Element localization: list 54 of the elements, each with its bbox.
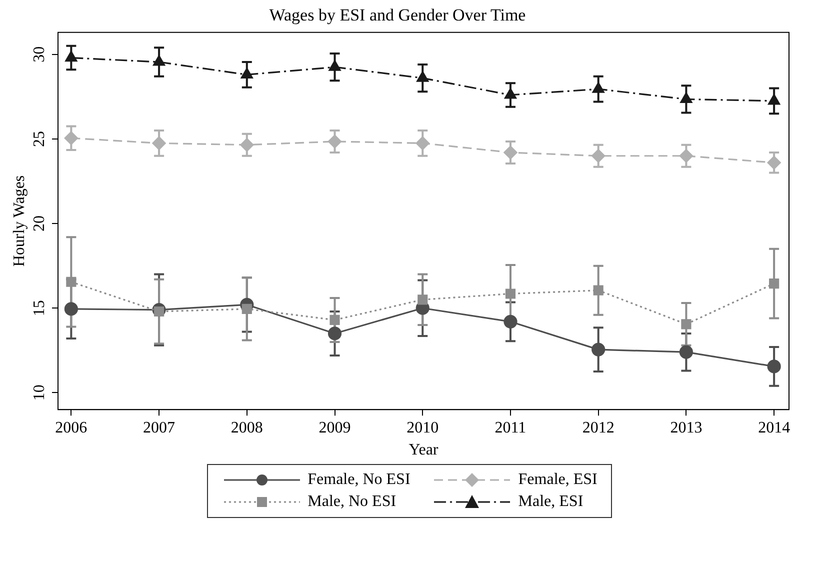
point xyxy=(153,55,166,66)
x-tick-label: 2009 xyxy=(318,419,351,436)
x-tick-label: 2010 xyxy=(406,419,439,436)
point xyxy=(767,156,781,170)
point xyxy=(593,285,604,296)
point xyxy=(768,94,780,105)
y-axis-title: Hourly Wages xyxy=(10,175,28,267)
point xyxy=(504,314,518,328)
point xyxy=(328,60,341,71)
y-tick-label: 20 xyxy=(31,216,48,232)
point xyxy=(242,304,252,314)
point xyxy=(64,302,78,316)
point xyxy=(66,276,76,287)
point xyxy=(240,138,254,152)
legend-label: Female, No ESI xyxy=(308,471,410,489)
point xyxy=(680,92,692,104)
chart-title: Wages by ESI and Gender Over Time xyxy=(269,6,526,25)
y-tick-label: 10 xyxy=(31,384,48,401)
point xyxy=(592,342,606,356)
y-tick-label: 25 xyxy=(31,130,48,147)
x-tick-label: 2007 xyxy=(143,419,176,436)
point xyxy=(328,134,342,148)
point xyxy=(504,88,516,99)
point xyxy=(65,50,78,62)
y-tick-label: 15 xyxy=(31,300,48,316)
x-axis-title: Year xyxy=(408,442,439,459)
point xyxy=(152,136,166,150)
x-tick-label: 2012 xyxy=(582,419,614,436)
x-tick-label: 2008 xyxy=(230,419,263,436)
point xyxy=(679,345,694,359)
point xyxy=(330,314,340,325)
legend-label: Male, No ESI xyxy=(308,493,396,511)
x-tick-label: 2006 xyxy=(55,419,88,436)
y-tick-label: 30 xyxy=(31,46,48,62)
legend-label: Male, ESI xyxy=(518,493,584,511)
point xyxy=(328,326,342,340)
point xyxy=(64,131,78,145)
point xyxy=(592,149,606,163)
point xyxy=(504,146,518,160)
point xyxy=(592,82,604,93)
point xyxy=(679,149,694,163)
point xyxy=(681,319,692,330)
point xyxy=(416,71,429,82)
point xyxy=(769,278,780,289)
point xyxy=(418,294,428,305)
legend-label: Female, ESI xyxy=(518,471,598,489)
x-tick-label: 2011 xyxy=(494,419,526,436)
point xyxy=(767,360,781,374)
point xyxy=(505,288,516,299)
point xyxy=(416,136,430,150)
x-tick-label: 2014 xyxy=(758,419,790,436)
point xyxy=(240,68,253,78)
x-tick-label: 2013 xyxy=(670,419,702,436)
point xyxy=(154,306,164,317)
